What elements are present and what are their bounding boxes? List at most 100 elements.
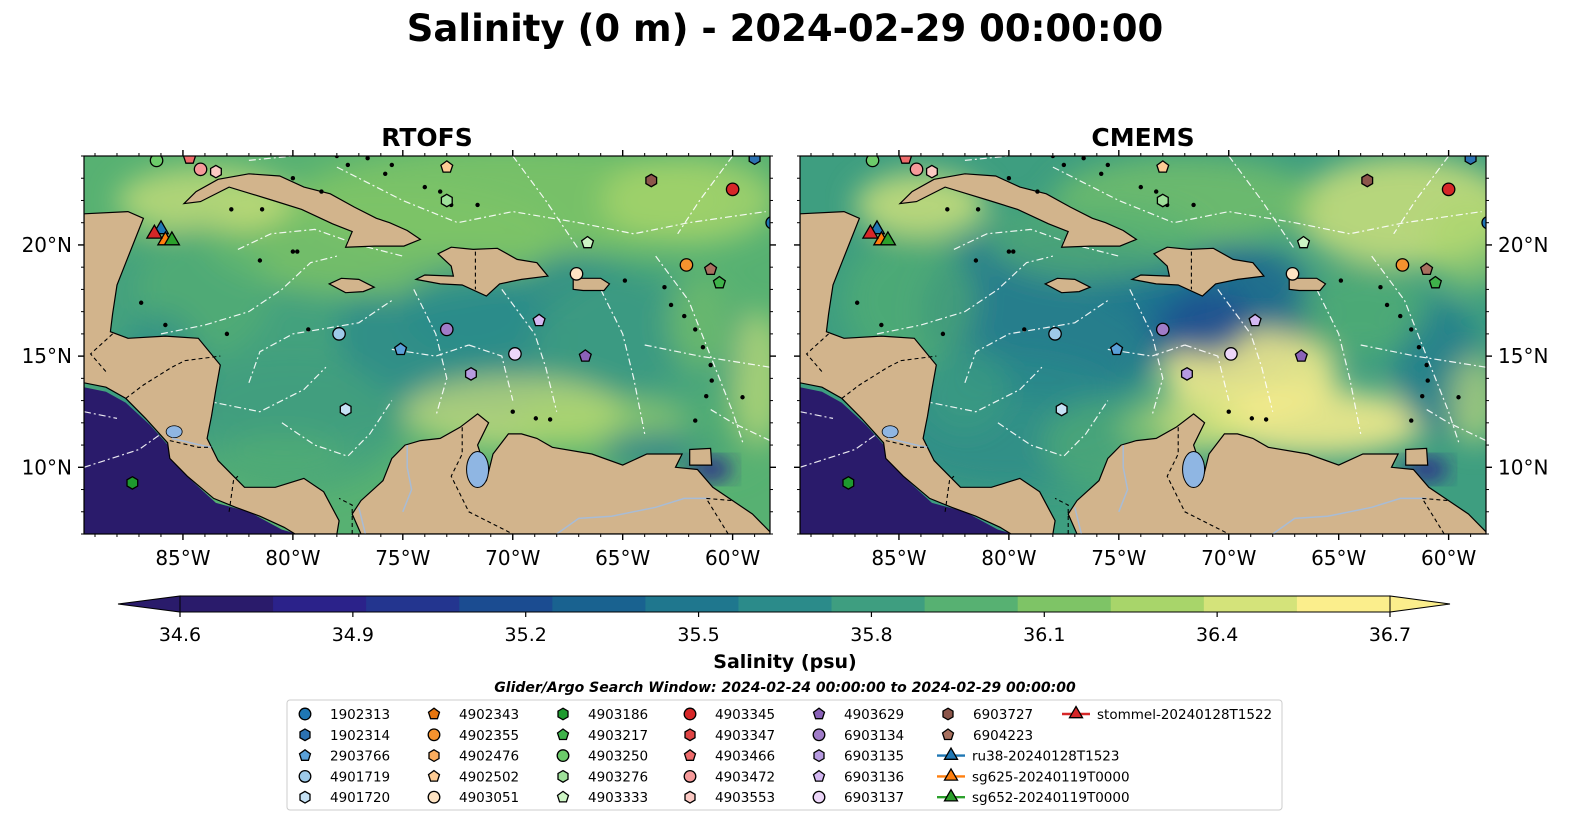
rtofs-small-island	[345, 162, 351, 168]
cmems-salinity-patch	[1294, 267, 1427, 357]
legend-label: 6903727	[973, 707, 1033, 723]
legend-label: 4902343	[459, 707, 519, 723]
legend-entry: 6904223	[941, 728, 1033, 744]
legend-marker	[557, 769, 569, 783]
cmems-eez-boundary	[876, 255, 1054, 335]
rtofs-eez-boundary	[710, 408, 770, 442]
colorbar-segment	[273, 596, 367, 612]
rtofs-small-island	[319, 189, 324, 194]
legend-marker	[941, 728, 955, 741]
cmems-small-island	[1081, 156, 1086, 161]
cmems-salinity-patch	[1426, 200, 1486, 290]
legend-marker	[298, 707, 312, 721]
legend-entry: 6903727	[942, 707, 1033, 723]
legend-entry: 1902313	[298, 707, 390, 723]
rtofs-eez-boundary	[600, 289, 646, 435]
legend-entry: 4903276	[557, 769, 648, 785]
cmems-small-island	[1191, 202, 1196, 208]
colorbar-extend-high	[1389, 595, 1451, 613]
cmems-eez-boundary	[1426, 408, 1486, 442]
rtofs-small-island	[259, 207, 265, 212]
legend-marker	[299, 728, 311, 742]
rtofs-eez-boundary	[644, 344, 770, 368]
cmems-marker-6903135	[1180, 366, 1193, 381]
rtofs-eez-boundary	[160, 255, 338, 335]
legend-label: 4903553	[715, 790, 775, 806]
rtofs-lon-tick-label: 75°W	[375, 546, 430, 570]
legend-entry: sg625-20240119T0000	[937, 767, 1130, 785]
cmems-lon-tick-label: 75°W	[1091, 546, 1146, 570]
legend-label: 4903629	[844, 707, 904, 723]
colorbar-tick-label: 34.6	[159, 624, 201, 646]
rtofs-marker-2903766	[393, 342, 408, 356]
cmems-country-border	[1054, 497, 1069, 534]
rtofs-land-cuba	[182, 173, 422, 248]
rtofs-small-island	[662, 284, 667, 290]
rtofs-lon-tick-label: 70°W	[485, 546, 540, 570]
legend-label: sg652-20240119T0000	[972, 790, 1130, 806]
rtofs-small-island	[257, 258, 263, 263]
legend-label: 6904223	[973, 728, 1033, 744]
cmems-lake-maracaibo	[1182, 451, 1206, 489]
colorbar-tick-label: 36.7	[1369, 624, 1411, 646]
legend-marker	[812, 769, 826, 782]
rtofs-river	[171, 437, 212, 449]
cmems-small-island	[1416, 345, 1422, 350]
legend-label: 4903347	[715, 728, 775, 744]
legend-entry: 4903217	[556, 728, 648, 744]
cmems-lon-tick-label: 85°W	[871, 546, 926, 570]
legend-label: 4902355	[459, 728, 519, 744]
cmems-small-island	[1006, 249, 1012, 254]
cmems-marker-4902502	[1156, 160, 1170, 173]
rtofs-small-island	[163, 322, 168, 328]
cmems-lon-tick-label: 65°W	[1311, 546, 1366, 570]
legend-entry: stommel-20240128T1522	[1062, 705, 1272, 723]
rtofs-eez-boundary	[677, 156, 734, 235]
legend-entry: 4902476	[428, 749, 519, 765]
rtofs-small-island	[437, 189, 443, 194]
cmems-small-island	[1425, 378, 1430, 383]
rtofs-eez-boundary	[413, 289, 448, 417]
legend-entry: 2903766	[298, 748, 390, 765]
rtofs-lake-nicaragua	[165, 425, 183, 439]
rtofs-marker-6903727	[645, 173, 658, 188]
rtofs-marker-4903553	[209, 164, 222, 179]
legend-entry: 6903137	[812, 790, 904, 806]
legend-entry: 4903186	[557, 707, 648, 723]
cmems-river	[1118, 445, 1129, 513]
colorbar-segment	[180, 596, 274, 612]
cmems-lon-tick-label: 80°W	[981, 546, 1036, 570]
cmems-salinity-patch	[1206, 389, 1427, 457]
cmems-country-border	[1166, 427, 1230, 534]
rtofs-eez-boundary	[468, 344, 514, 401]
cmems-land-central	[800, 210, 1056, 534]
rtofs-small-island	[693, 418, 698, 423]
cmems-country-border	[944, 475, 955, 512]
cmems-marker-6903137	[1224, 347, 1238, 361]
rtofs-land-central	[84, 210, 340, 534]
rtofs-small-island	[709, 378, 714, 383]
rtofs-eez-boundary	[84, 433, 162, 468]
rtofs-small-island	[295, 249, 300, 254]
rtofs-small-island	[668, 302, 674, 308]
rtofs-small-island	[365, 156, 370, 161]
rtofs-salinity-patch	[666, 278, 733, 368]
legend-label: 1902314	[330, 728, 390, 744]
cmems-markers	[842, 156, 1486, 490]
legend-label: 4901720	[330, 790, 390, 806]
legend-marker	[298, 748, 312, 761]
cmems-small-island	[1249, 416, 1255, 421]
legend-label: 4903051	[459, 790, 519, 806]
cmems-salinity-patch	[1448, 356, 1486, 446]
cmems-glider-stommel	[861, 223, 879, 239]
rtofs-small-island	[700, 345, 706, 350]
cmems-marker-6903136	[1248, 313, 1262, 327]
cmems-small-island	[940, 331, 946, 337]
rtofs-eez-boundary	[237, 228, 403, 257]
rtofs-salinity-patch	[732, 311, 770, 446]
cmems-country-border	[841, 355, 937, 399]
legend-entry: 4902355	[427, 728, 519, 744]
legend-entry: 6903135	[813, 749, 904, 765]
cmems-small-island	[1384, 302, 1390, 308]
legend-marker	[943, 767, 959, 781]
